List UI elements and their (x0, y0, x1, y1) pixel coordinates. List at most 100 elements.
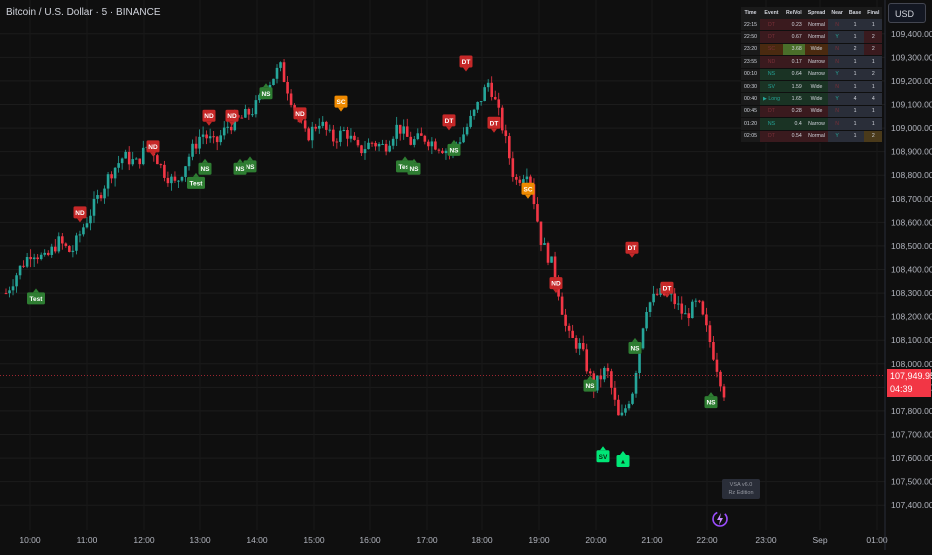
table-cell: 2 (864, 68, 883, 81)
candle-body (64, 243, 68, 246)
signal-nd[interactable]: ND (293, 107, 307, 124)
candle-body (103, 188, 106, 199)
signal-ns[interactable]: NS (704, 392, 718, 409)
table-row: 01:20 NS 0.4 Narrow N 1 1 (741, 117, 883, 131)
signal-ns[interactable]: NS (233, 158, 247, 175)
signal-ns[interactable]: NS (447, 139, 461, 156)
candle-body (127, 151, 131, 165)
candle-body (89, 215, 92, 224)
svg-text:ND: ND (148, 144, 158, 151)
candle-body (15, 275, 18, 287)
x-tick-label: 15:00 (303, 535, 325, 545)
svg-text:Test: Test (399, 164, 413, 171)
table-cell: 1 (845, 117, 865, 131)
signal-nd[interactable]: ND (73, 206, 87, 223)
candle-body (328, 129, 332, 131)
table-cell: 1 (864, 105, 883, 119)
table-cell: NS (759, 68, 783, 81)
candle-body (342, 129, 346, 131)
candle-body (522, 179, 525, 183)
signal-nd[interactable]: ND (549, 277, 563, 294)
signal-ns[interactable]: NS (243, 156, 257, 173)
signal-dt[interactable]: DT (442, 114, 456, 131)
tradingview-logo-icon[interactable] (711, 510, 729, 528)
signal-ns[interactable]: NS (583, 375, 597, 392)
signal-ns[interactable]: NS (259, 83, 273, 100)
x-tick-label: 18:00 (471, 535, 493, 545)
signal-ns[interactable]: NS (407, 158, 421, 175)
candle-body (673, 293, 677, 305)
candle-body (536, 204, 539, 222)
svg-text:NS: NS (706, 400, 716, 407)
signal-dt[interactable]: DT (625, 241, 639, 258)
y-tick-label: 107,500.00 (891, 477, 932, 487)
candle-body (353, 135, 356, 140)
table-cell: 1 (845, 130, 865, 143)
table-cell: SV (759, 80, 783, 94)
candle-body (395, 124, 398, 139)
table-cell: 1 (845, 80, 865, 94)
signal-▲[interactable]: ▲ (616, 451, 630, 467)
signal-dt[interactable]: DT (487, 116, 501, 133)
candle-body (166, 177, 170, 184)
table-cell: 0.4 (782, 117, 805, 131)
signal-ns[interactable]: NS (198, 158, 212, 175)
candle-body (391, 138, 395, 146)
y-tick-label: 108,500.00 (891, 241, 932, 251)
signal-nd[interactable]: ND (225, 109, 239, 126)
currency-selector[interactable]: USD (888, 3, 926, 23)
candle-body (349, 135, 353, 139)
candle-body (141, 147, 145, 165)
candle-body (624, 408, 627, 413)
table-cell: 00:40 (741, 92, 760, 106)
svg-text:SC: SC (523, 186, 532, 193)
candle-body (159, 164, 163, 166)
table-cell: 23:55 (741, 55, 760, 69)
table-cell: 1 (864, 19, 883, 32)
candle-body (645, 311, 648, 329)
signal-dt[interactable]: DT (459, 55, 473, 72)
signal-sc[interactable]: SC (334, 95, 348, 112)
candle-body (476, 101, 479, 110)
candle-body (483, 87, 486, 102)
table-cell: Y (828, 68, 846, 81)
candle-body (244, 109, 247, 118)
signal-ns[interactable]: NS (628, 337, 642, 354)
candle-body (78, 234, 82, 236)
signal-test[interactable]: Test (187, 172, 205, 189)
svg-text:▲: ▲ (620, 459, 626, 466)
table-cell: 3.68 (782, 43, 805, 57)
candle-body (138, 158, 142, 165)
candle-body (163, 164, 166, 178)
signal-nd[interactable]: ND (146, 140, 160, 157)
signal-test[interactable]: Test (27, 288, 45, 305)
candle-body (208, 136, 212, 139)
candle-body (712, 342, 715, 360)
candle-body (469, 115, 472, 127)
watermark-line1: VSA v6.0 (729, 482, 753, 488)
candle-body (655, 293, 659, 295)
table-cell: 1.59 (782, 80, 805, 94)
candle-body (669, 293, 673, 295)
candle-body (610, 371, 613, 388)
candle-body (332, 129, 335, 142)
indicator-watermark: VSA v6.0 Rz Edition (722, 479, 760, 499)
signal-sv[interactable]: SV (596, 446, 610, 463)
table-cell: 0.23 (782, 19, 805, 32)
svg-text:ND: ND (204, 113, 214, 120)
y-tick-label: 108,600.00 (891, 217, 932, 227)
table-cell: DT (759, 19, 783, 32)
table-cell: 22:50 (741, 30, 760, 44)
candle-body (722, 386, 726, 398)
signal-sc[interactable]: SC (521, 182, 535, 199)
table-cell: 1 (845, 30, 865, 44)
table-cell: 23:20 (741, 43, 760, 57)
signal-dt[interactable]: DT (660, 281, 674, 298)
svg-text:DT: DT (628, 245, 637, 252)
candle-body (715, 359, 719, 372)
x-tick-label: 14:00 (246, 535, 268, 545)
signal-nd[interactable]: ND (202, 109, 216, 126)
candle-body (258, 94, 261, 101)
